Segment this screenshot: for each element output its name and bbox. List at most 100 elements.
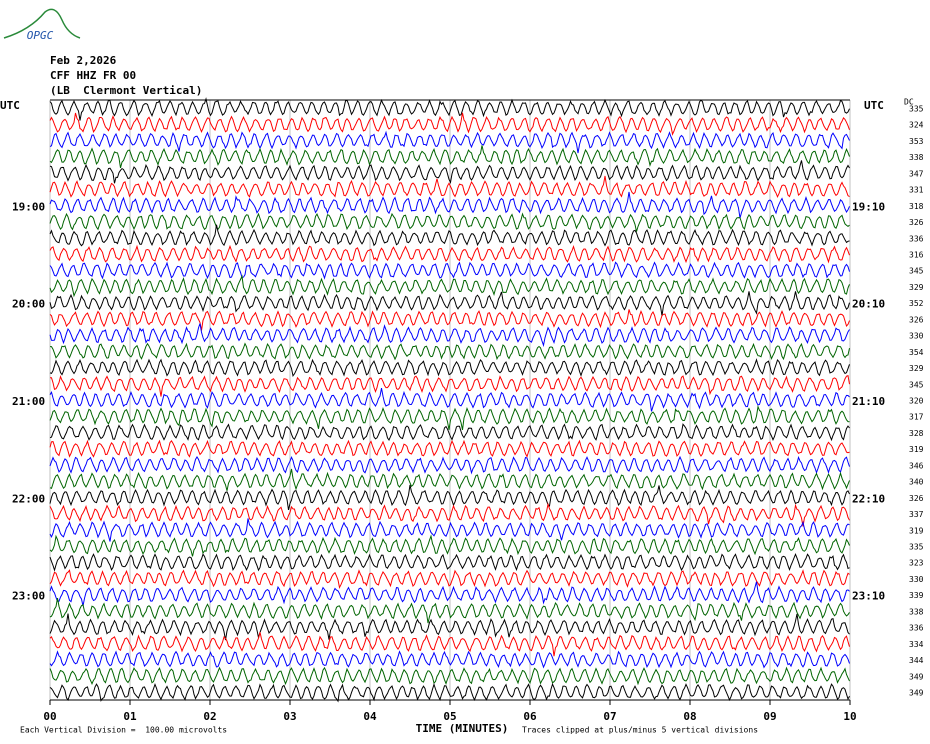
dc-value: 331	[909, 186, 924, 195]
x-tick-label: 01	[123, 710, 137, 723]
trace	[50, 374, 850, 397]
dc-value: 330	[909, 575, 924, 584]
dc-value: 317	[909, 413, 924, 422]
trace	[49, 598, 850, 624]
dc-value: 330	[909, 332, 924, 341]
location: (LB Clermont Vertical)	[50, 84, 202, 97]
x-tick-label: 10	[843, 710, 856, 723]
hour-label-right: 19:10	[852, 200, 885, 213]
x-tick-label: 07	[603, 710, 616, 723]
dc-value: 319	[909, 445, 924, 454]
trace	[49, 212, 850, 232]
dc-value: 323	[909, 559, 924, 568]
clip-note: Traces clipped at plus/minus 5 vertical …	[522, 726, 758, 735]
trace	[49, 291, 850, 316]
dc-value: 326	[909, 494, 924, 503]
trace	[49, 650, 850, 669]
hour-label-left: 22:00	[12, 492, 45, 505]
x-tick-label: 02	[203, 710, 216, 723]
dc-value: 338	[909, 607, 924, 616]
trace	[49, 569, 850, 590]
x-tick-label: 05	[443, 710, 456, 723]
dc-value: 326	[909, 218, 924, 227]
trace	[49, 439, 850, 458]
hour-label-left: 20:00	[12, 298, 45, 311]
dc-header: DC	[904, 98, 914, 107]
hour-label-left: 23:00	[12, 590, 45, 603]
trace	[49, 244, 850, 264]
hour-label-right: 23:10	[852, 590, 885, 603]
dc-value: 340	[909, 478, 924, 487]
trace	[49, 404, 850, 430]
trace	[49, 682, 850, 703]
hour-label-left: 21:00	[12, 395, 45, 408]
x-tick-label: 09	[763, 710, 776, 723]
dc-value: 339	[909, 591, 924, 600]
date: Feb 2,2026	[50, 54, 117, 67]
dc-value: 354	[909, 348, 924, 357]
dc-value: 336	[909, 234, 924, 243]
dc-value: 329	[909, 283, 924, 292]
dc-value: 336	[909, 624, 924, 633]
dc-value: 344	[909, 656, 924, 665]
trace	[50, 342, 850, 361]
dc-value: 334	[909, 640, 924, 649]
dc-value: 329	[909, 364, 924, 373]
hour-label-right: 21:10	[852, 395, 885, 408]
trace	[49, 666, 850, 686]
trace	[49, 130, 850, 154]
dc-value: 338	[909, 153, 924, 162]
trace	[49, 160, 850, 185]
trace	[49, 388, 850, 412]
trace	[49, 309, 850, 331]
trace	[49, 484, 850, 511]
trace	[49, 534, 850, 557]
dc-value: 318	[909, 202, 924, 211]
trace	[49, 613, 850, 641]
left-header: UTC	[0, 99, 20, 112]
dc-value: 349	[909, 689, 924, 698]
dc-value: 326	[909, 315, 924, 324]
dc-value: 352	[909, 299, 924, 308]
x-tick-label: 00	[43, 710, 56, 723]
dc-value: 345	[909, 267, 924, 276]
dc-value: 324	[909, 121, 924, 130]
dc-value: 335	[909, 105, 924, 114]
trace	[49, 274, 850, 298]
trace	[49, 502, 850, 527]
x-tick-label: 03	[283, 710, 296, 723]
trace	[49, 518, 850, 542]
logo-mark	[3, 8, 81, 39]
dc-value: 353	[909, 137, 924, 146]
trace	[49, 455, 850, 475]
x-tick-label: 04	[363, 710, 377, 723]
trace	[49, 323, 850, 348]
dc-value: 345	[909, 380, 924, 389]
trace	[49, 358, 850, 377]
trace	[49, 97, 850, 121]
trace	[49, 145, 850, 169]
dc-value: 346	[909, 461, 924, 470]
trace	[49, 581, 850, 607]
dc-value: 335	[909, 543, 924, 552]
dc-value: 349	[909, 672, 924, 681]
dc-value: 320	[909, 397, 924, 406]
right-header: UTC	[864, 99, 884, 112]
trace	[49, 468, 850, 491]
dc-value: 347	[909, 169, 924, 178]
x-tick-label: 08	[683, 710, 696, 723]
dc-value: 328	[909, 429, 924, 438]
scale-note: Each Vertical Division = 100.00 microvol…	[20, 726, 227, 735]
hour-label-right: 20:10	[852, 298, 885, 311]
x-tick-label: 06	[523, 710, 537, 723]
trace	[49, 191, 850, 219]
trace	[49, 552, 850, 572]
trace	[49, 632, 850, 657]
trace	[49, 261, 850, 280]
trace	[49, 224, 850, 247]
logo-text: OPGC	[27, 29, 54, 42]
trace	[49, 112, 850, 136]
hour-label-right: 22:10	[852, 492, 885, 505]
hour-label-left: 19:00	[12, 200, 45, 213]
